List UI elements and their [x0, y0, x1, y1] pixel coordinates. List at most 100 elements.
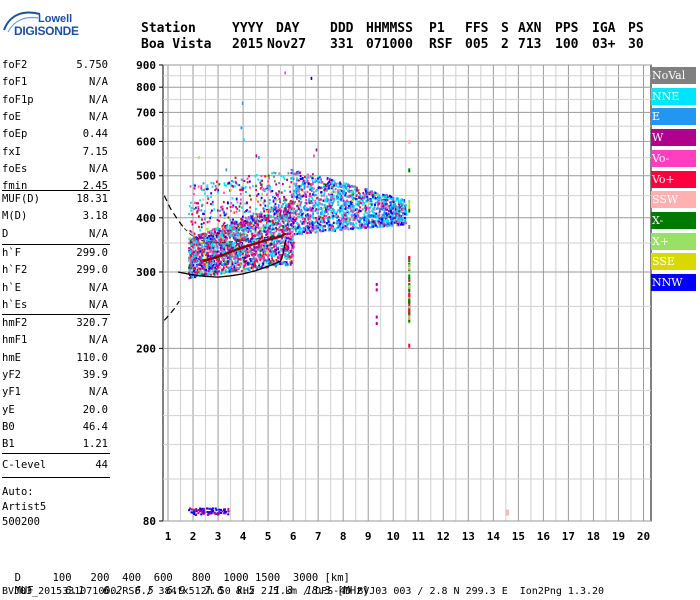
echo-point-3672: [296, 226, 299, 229]
echo-point-1417: [240, 258, 243, 262]
echo-point-3771: [296, 172, 299, 175]
echo-point-1552: [293, 246, 295, 249]
echo-point-1940: [214, 241, 217, 244]
echo-point-1819: [266, 222, 269, 225]
echo-point-434: [278, 181, 281, 185]
echo-point-2553: [272, 232, 274, 236]
echo-point-1359: [195, 251, 197, 255]
echo-point-2647: [314, 221, 317, 224]
param-label: foF2: [2, 59, 28, 71]
echo-point-3328: [401, 217, 404, 220]
echo-point-3590: [304, 219, 307, 222]
echo-point-3783: [355, 222, 358, 225]
echo-point-1990: [254, 175, 257, 178]
header-value-4: 071000: [366, 37, 413, 52]
echo-point-3150: [314, 200, 317, 204]
echo-point-4233: [201, 510, 204, 513]
param-value: 20.0: [82, 403, 108, 416]
echo-point-3890: [382, 213, 385, 216]
echo-point-122: [261, 236, 263, 240]
echo-point-1471: [291, 244, 294, 247]
echo-point-965: [263, 229, 266, 232]
echo-point-4047: [399, 200, 402, 203]
echo-point-2147: [202, 241, 205, 244]
echo-point-3569: [295, 188, 297, 191]
echo-point-2588: [244, 256, 246, 259]
echo-point-1235: [206, 227, 208, 231]
echo-point-3612: [330, 178, 333, 182]
echo-point-1391: [289, 204, 292, 207]
echo-point-1845: [253, 224, 255, 227]
echo-point-1913: [278, 257, 281, 260]
echo-point-123: [204, 187, 207, 190]
echo-point-1002: [217, 266, 219, 269]
echo-point-3819: [321, 211, 324, 214]
echo-point-1166: [193, 249, 196, 252]
echo-point-3087: [321, 226, 324, 229]
echo-point-2462: [224, 235, 227, 238]
echo-point-2298: [251, 215, 254, 218]
param-value: 2.45: [82, 180, 108, 193]
echo-point-3259: [340, 189, 343, 193]
echo-point-3494: [358, 189, 361, 192]
echo-point-2940: [344, 208, 347, 211]
echo-point-1310: [243, 233, 246, 236]
echo-point-1111: [219, 214, 222, 217]
param-row-group3-1: h`F2 299.0: [2, 264, 108, 280]
auto-text-0: Auto:: [2, 486, 34, 498]
echo-point-616: [261, 218, 264, 222]
echo-point-304: [245, 209, 248, 213]
echo-point-3507: [373, 211, 376, 214]
echo-point-3803: [345, 214, 348, 217]
echo-point-3527: [400, 221, 403, 224]
echo-point-2000: [234, 260, 237, 263]
echo-point-2460: [233, 255, 236, 259]
echo-point-2184: [288, 200, 291, 203]
echo-point-2173: [189, 261, 192, 264]
header-value-1: 2015: [232, 37, 264, 52]
echo-point-1604: [198, 225, 200, 229]
echo-point-380: [282, 209, 285, 213]
echo-point-3591: [319, 186, 322, 190]
echo-point-375: [270, 255, 273, 258]
echo-point-3505: [368, 197, 371, 201]
echo-point-1347: [216, 244, 218, 247]
echo-point-3745: [376, 207, 378, 210]
echo-point-910: [226, 232, 229, 235]
echo-point-1110: [204, 272, 207, 275]
echo-point-2102: [242, 226, 245, 230]
echo-point-2618: [293, 189, 296, 193]
echo-point-3740: [373, 195, 375, 198]
echo-point-2064: [239, 193, 242, 196]
echo-point-3746: [316, 224, 319, 227]
echo-point-3553: [354, 208, 357, 211]
echo-point-3516: [332, 179, 335, 182]
echo-point-1906: [190, 242, 192, 245]
echo-point-3028: [373, 224, 376, 227]
echo-point-4189: [190, 508, 193, 511]
echo-point-3258: [311, 178, 314, 182]
echo-point-932: [228, 232, 231, 236]
echo-point-2784: [342, 199, 345, 202]
echo-point-531: [207, 246, 210, 249]
echo-point-3785: [383, 216, 386, 219]
echo-point-2634: [393, 205, 395, 208]
echo-point-3648: [317, 175, 320, 178]
echo-point-2155: [288, 252, 290, 255]
echo-point-3833: [347, 183, 350, 186]
echo-point-2355: [212, 182, 215, 185]
echo-point-1589: [232, 232, 235, 235]
dist-value-3: 600: [153, 572, 173, 584]
echo-point-958: [257, 226, 260, 229]
echo-point-2141: [236, 263, 239, 266]
echo-point-1700: [231, 179, 233, 183]
echo-point-2451: [194, 273, 197, 276]
echo-point-2415: [292, 254, 295, 257]
echo-point-912: [242, 230, 245, 233]
echo-point-3879: [358, 220, 361, 223]
echo-point-2490: [286, 210, 289, 214]
echo-point-85: [218, 258, 221, 261]
echo-point-145: [224, 268, 227, 271]
echo-point-2521: [213, 252, 216, 255]
echo-point-2181: [201, 250, 204, 253]
